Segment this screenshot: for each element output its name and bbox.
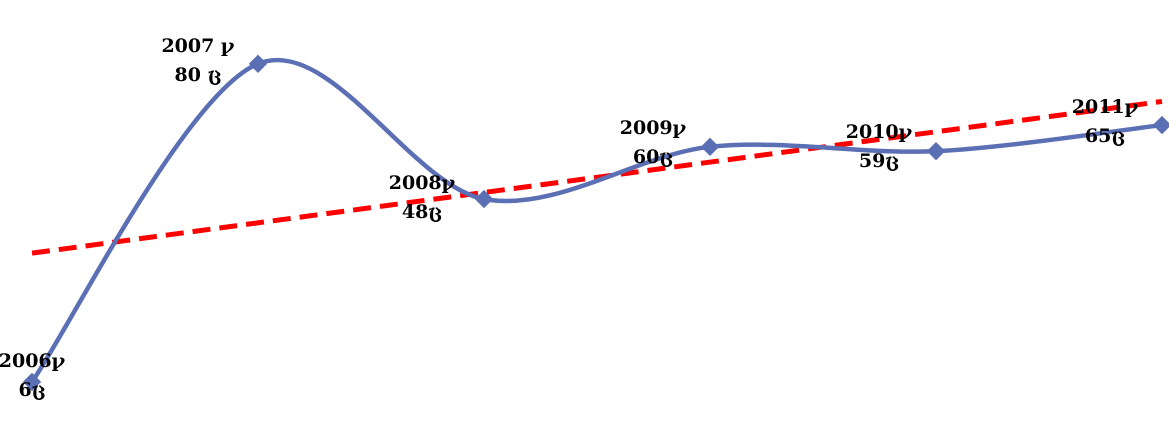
data-label-year: 2007 ꝩ bbox=[161, 35, 234, 57]
data-point bbox=[1152, 115, 1169, 135]
data-label-year: 2008ꝩ bbox=[389, 172, 455, 194]
data-label-value: 60ც bbox=[633, 146, 673, 168]
data-point bbox=[474, 189, 494, 209]
data-point bbox=[248, 54, 268, 73]
data-point bbox=[22, 372, 42, 392]
data-label-value: 80 ც bbox=[175, 64, 222, 86]
trendline bbox=[31, 98, 1163, 256]
data-label-value: 65ც bbox=[1085, 125, 1125, 147]
series-line bbox=[30, 58, 1163, 384]
data-point bbox=[700, 137, 720, 157]
data-label-value: 59ც bbox=[859, 150, 899, 172]
data-label-year: 2010ꝩ bbox=[846, 121, 912, 143]
data-label-year: 2009ꝩ bbox=[620, 117, 686, 139]
data-label-value: 6ც bbox=[18, 379, 45, 401]
data-label-year: 2006ꝩ bbox=[0, 350, 65, 372]
data-label-value: 48ც bbox=[402, 201, 442, 223]
data-label-year: 2011ꝩ bbox=[1072, 96, 1138, 118]
data-point bbox=[926, 141, 946, 161]
